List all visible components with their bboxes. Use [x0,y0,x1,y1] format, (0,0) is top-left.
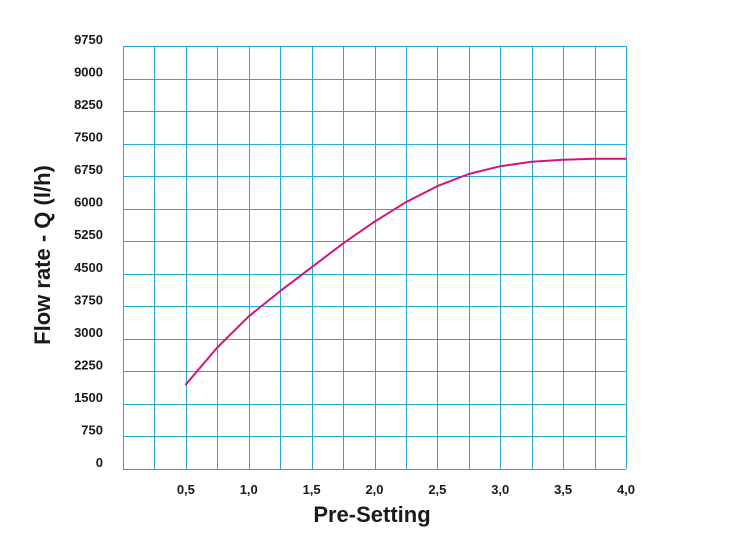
grid [123,46,627,470]
x-tick-label: 2,5 [428,482,446,497]
x-tick-label: 2,0 [365,482,383,497]
x-tick-labels: 0,5 1,0 1,5 2,0 2,5 3,0 3,5 4,0 [177,482,635,497]
y-tick-label: 6000 [74,195,103,210]
y-tick-label: 0 [96,455,103,470]
x-axis-title: Pre-Setting [313,502,430,527]
y-axis-title: Flow rate - Q (l/h) [30,165,55,345]
x-tick-label: 4,0 [617,482,635,497]
x-tick-label: 3,0 [491,482,509,497]
x-tick-label: 1,5 [303,482,321,497]
y-tick-label: 750 [81,422,103,437]
y-tick-labels: 0 750 1500 2250 3000 3750 4500 5250 6000 6750 7500… [74,32,103,470]
y-tick-label: 9750 [74,32,103,47]
y-tick-label: 6750 [74,162,103,177]
series-line-flow-rate [184,157,627,386]
x-tick-label: 0,5 [177,482,195,497]
y-tick-label: 5250 [74,227,103,242]
y-tick-label: 3000 [74,325,103,340]
x-tick-label: 3,5 [554,482,572,497]
y-tick-label: 3750 [74,292,103,307]
y-tick-label: 7500 [74,130,103,145]
y-tick-label: 9000 [74,65,103,80]
y-tick-label: 8250 [74,97,103,112]
y-tick-label: 2250 [74,357,103,372]
y-tick-label: 1500 [74,390,103,405]
x-tick-label: 1,0 [240,482,258,497]
series-layer [184,157,627,386]
y-tick-label: 4500 [74,260,103,275]
